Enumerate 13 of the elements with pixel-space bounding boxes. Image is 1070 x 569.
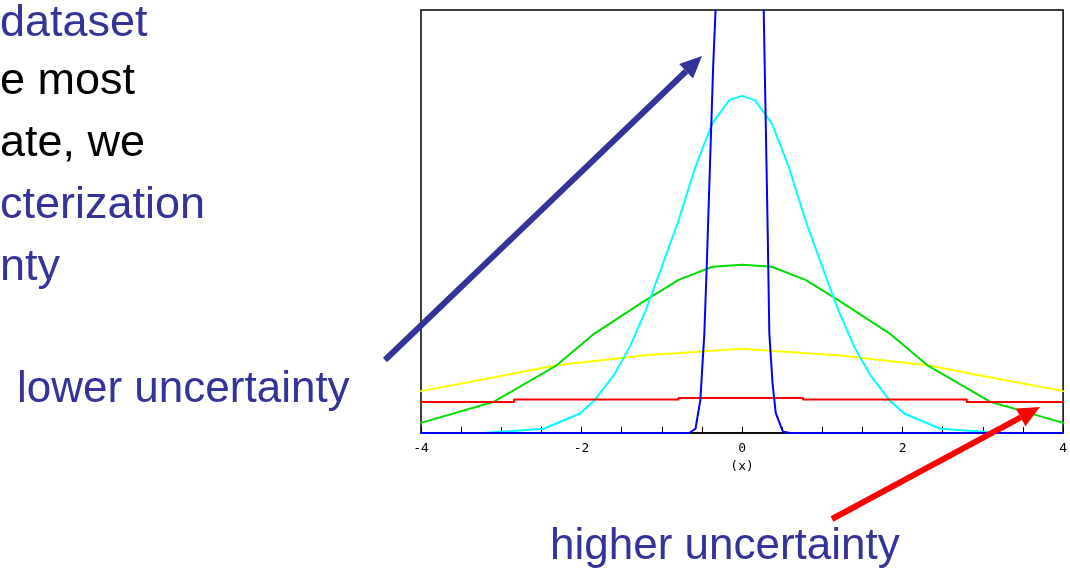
text: ate, we	[0, 115, 146, 166]
x-tick-label: 0	[738, 440, 746, 455]
text: e most	[0, 53, 136, 104]
x-axis-title: (x)	[730, 458, 754, 473]
text: lower uncertainty	[17, 362, 350, 412]
text: nty	[0, 239, 61, 290]
x-tick-label: -2	[573, 440, 590, 455]
x-tick-label: -4	[413, 440, 429, 455]
x-tick-label: 2	[898, 440, 907, 455]
text: higher uncertainty	[550, 519, 900, 569]
text: cterization	[0, 177, 206, 228]
text: dataset	[0, 0, 148, 46]
x-tick-label: 4	[1059, 440, 1068, 455]
